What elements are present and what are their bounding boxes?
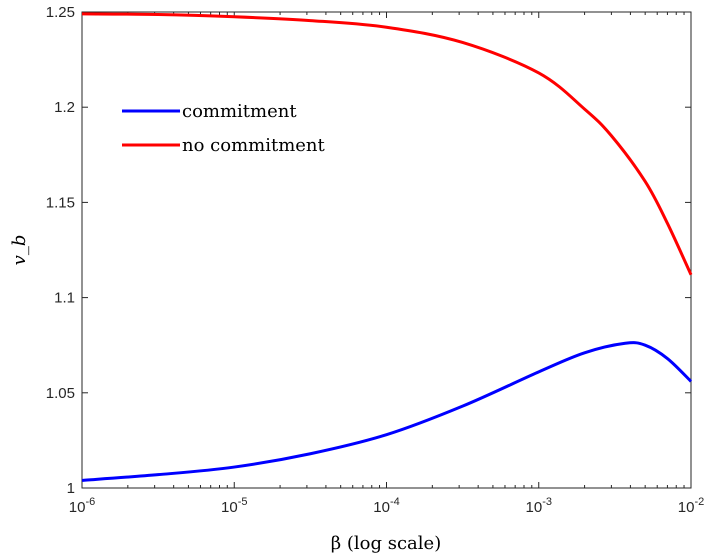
x-tick-label: 10-4 — [373, 496, 399, 516]
y-tick-label: 1.15 — [46, 194, 75, 211]
series-line-commitment — [81, 341, 693, 482]
y-tick-label: 1 — [67, 480, 75, 497]
x-tick-label: 10-5 — [221, 496, 247, 516]
series-line-no-commitment — [81, 12, 693, 276]
x-tick-label: 10-3 — [526, 496, 552, 516]
legend: commitment no commitment — [122, 101, 326, 156]
series-layer — [81, 12, 693, 482]
y-axis-label: v_b — [9, 235, 30, 266]
x-axis-label: β (log scale) — [331, 533, 441, 554]
y-axis-ticks: 1 1.05 1.1 1.15 1.2 1.25 — [46, 4, 691, 497]
x-tick-label: 10-2 — [678, 496, 704, 516]
y-tick-label: 1.25 — [46, 4, 75, 21]
legend-label-commitment: commitment — [182, 101, 297, 122]
y-tick-label: 1.1 — [54, 290, 75, 307]
legend-label-no-commitment: no commitment — [182, 135, 326, 156]
x-tick-label: 10-6 — [69, 496, 95, 516]
plot-area — [81, 11, 692, 489]
y-tick-label: 1.05 — [46, 385, 75, 402]
y-tick-label: 1.2 — [54, 99, 75, 116]
x-axis-ticks: 10-6 10-5 10-4 10-3 10-2 — [69, 12, 704, 516]
